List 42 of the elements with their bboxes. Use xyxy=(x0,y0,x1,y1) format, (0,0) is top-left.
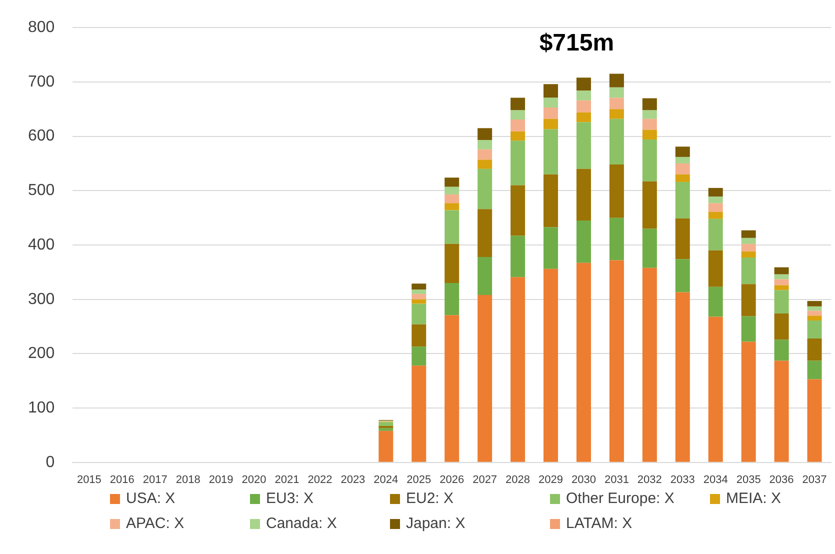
x-tick-label: 2029 xyxy=(538,474,563,486)
x-tick-label: 2033 xyxy=(670,474,695,486)
x-tick-label: 2015 xyxy=(76,474,102,486)
x-tick-label: 2016 xyxy=(110,474,134,486)
x-tick-label: 2028 xyxy=(506,474,530,486)
legend-label: Japan: X xyxy=(406,515,466,532)
y-tick-label: 600 xyxy=(28,128,55,145)
legend-label: LATAM: X xyxy=(566,515,632,532)
x-tick-label: 2018 xyxy=(176,474,200,486)
legend-label: Other Europe: X xyxy=(566,490,674,507)
x-tick-label: 2035 xyxy=(736,474,761,486)
x-tick-label: 2017 xyxy=(142,474,168,486)
y-tick-label: 100 xyxy=(28,399,55,416)
x-tick-label: 2027 xyxy=(472,474,498,486)
annotation: $715m xyxy=(539,29,614,56)
legend-label: Canada: X xyxy=(266,515,337,532)
x-tick-label: 2037 xyxy=(802,474,827,486)
y-tick-label: 500 xyxy=(28,182,55,200)
legend-label: EU3: X xyxy=(266,490,314,507)
x-tick-label: 2022 xyxy=(308,474,332,486)
x-tick-label: 2032 xyxy=(637,474,662,486)
x-tick-label: 2023 xyxy=(340,474,366,486)
legend-label: MEIA: X xyxy=(726,490,782,507)
x-tick-label: 2036 xyxy=(769,474,794,486)
x-tick-label: 2030 xyxy=(571,474,596,486)
x-tick-label: 2020 xyxy=(242,474,266,486)
y-tick-label: 400 xyxy=(28,236,55,254)
x-tick-label: 2026 xyxy=(440,474,464,486)
y-tick-label: 700 xyxy=(28,73,55,90)
y-tick-label: 200 xyxy=(28,345,55,362)
x-tick-label: 2025 xyxy=(406,474,432,486)
y-tick-label: 0 xyxy=(46,454,55,471)
y-tick-label: 300 xyxy=(28,290,55,308)
x-tick-label: 2031 xyxy=(604,474,629,486)
x-tick-label: 2019 xyxy=(208,474,234,486)
x-tick-label: 2021 xyxy=(274,474,300,486)
x-tick-label: 2024 xyxy=(374,474,398,486)
y-tick-label: 800 xyxy=(28,19,55,36)
x-tick-label: 2034 xyxy=(703,474,728,486)
legend-label: EU2: X xyxy=(406,490,454,507)
legend-label: APAC: X xyxy=(126,515,184,532)
legend-label: USA: X xyxy=(126,490,176,507)
